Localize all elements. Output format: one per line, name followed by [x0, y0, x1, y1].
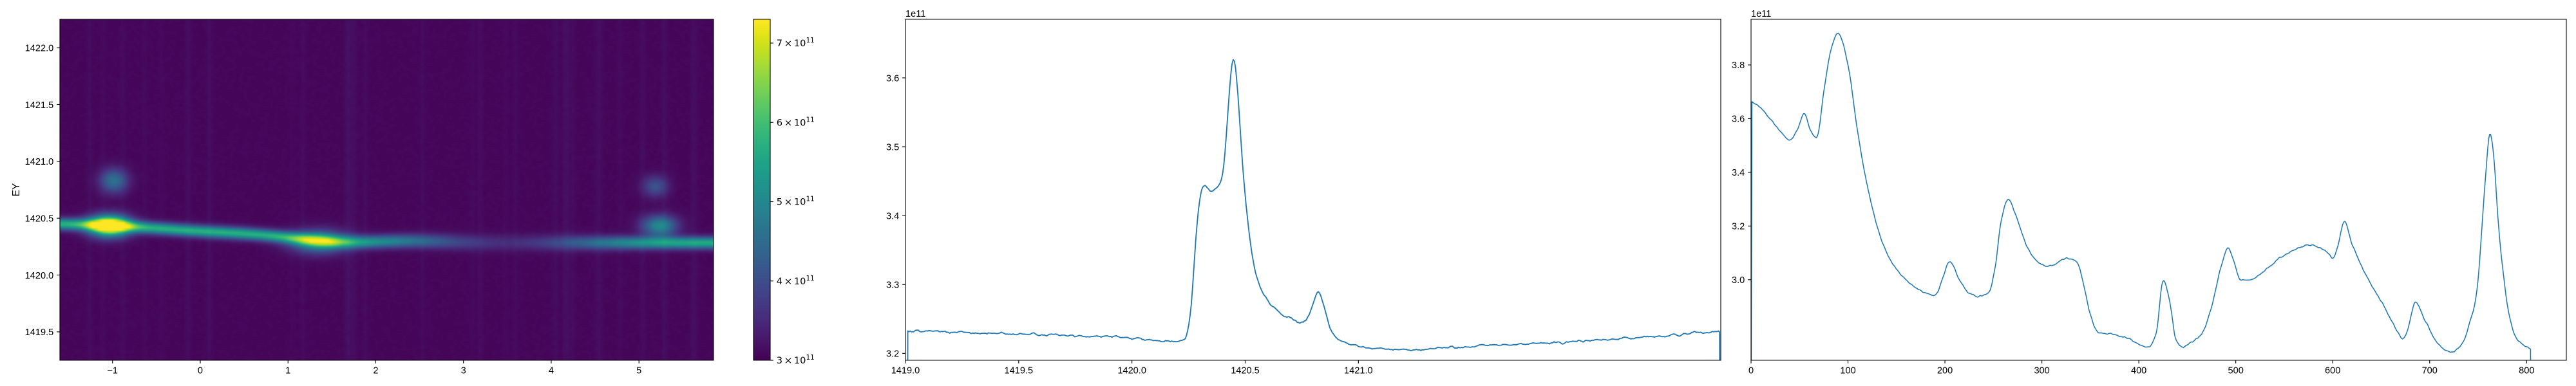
- svg-text:600: 600: [2325, 365, 2340, 376]
- svg-text:3.8: 3.8: [1732, 60, 1745, 71]
- svg-text:400: 400: [2131, 365, 2146, 376]
- svg-text:300: 300: [2034, 365, 2049, 376]
- svg-text:800: 800: [2519, 365, 2534, 376]
- svg-text:200: 200: [1937, 365, 1953, 376]
- svg-text:1e11: 1e11: [1751, 9, 1771, 19]
- svg-text:3.4: 3.4: [1732, 168, 1745, 178]
- svg-text:100: 100: [1840, 365, 1855, 376]
- svg-text:0: 0: [1748, 365, 1754, 376]
- svg-text:500: 500: [2228, 365, 2244, 376]
- svg-text:3.0: 3.0: [1732, 275, 1745, 286]
- svg-text:3.6: 3.6: [1732, 115, 1745, 125]
- svg-text:3.2: 3.2: [1732, 222, 1745, 232]
- svg-text:700: 700: [2422, 365, 2438, 376]
